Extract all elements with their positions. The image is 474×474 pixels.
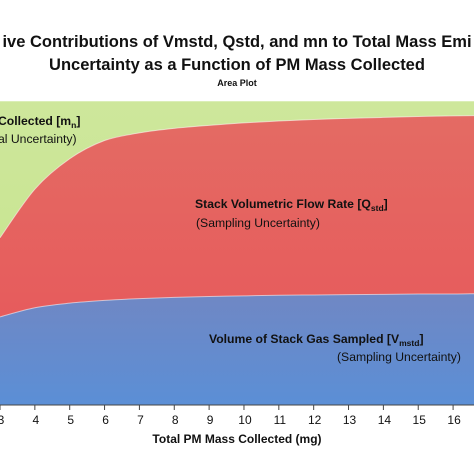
- area-series-group: [0, 100, 474, 405]
- x-tick-label: 13: [343, 413, 357, 427]
- x-tick-label: 5: [67, 413, 74, 427]
- series-label-2: Stack Volumetric Flow Rate [Qstd]: [195, 197, 388, 213]
- x-tick-label: 7: [137, 413, 144, 427]
- area-series-edge-2: [0, 115, 474, 239]
- x-tick-label: 3: [0, 413, 5, 427]
- x-tick-label: 6: [102, 413, 109, 427]
- x-axis: 3 4 5 6 7 8 9 10 11 12 13 14 15 16: [0, 404, 474, 427]
- area-series-edge-1: [0, 293, 474, 318]
- x-axis-title: Total PM Mass Collected (mg): [152, 432, 321, 446]
- x-tick-label: 12: [308, 413, 322, 427]
- x-tick-label: 10: [238, 413, 252, 427]
- x-tick-label: 16: [447, 413, 461, 427]
- series-label-1: Volume of Stack Gas Sampled [Vmstd]: [209, 332, 424, 348]
- series-labels-group: Volume of Stack Gas Sampled [Vmstd] (Samp…: [0, 114, 461, 364]
- x-tick-label: 15: [413, 413, 427, 427]
- series-note-3: al Uncertainty): [0, 132, 77, 146]
- chart-subtitle: Area Plot: [217, 78, 257, 88]
- chart-title-line-2: Uncertainty as a Function of PM Mass Col…: [49, 56, 425, 74]
- chart-title-line-1: ive Contributions of Vmstd, Qstd, and mn…: [2, 33, 471, 51]
- x-tick-label: 11: [274, 413, 287, 427]
- area-series-1: [0, 293, 474, 405]
- x-tick-label: 4: [33, 413, 40, 427]
- series-note-1: (Sampling Uncertainty): [337, 350, 461, 364]
- series-note-2: (Sampling Uncertainty): [196, 216, 320, 230]
- x-tick-label: 9: [207, 413, 214, 427]
- series-label-3: Collected [mn]: [0, 114, 80, 130]
- x-tick-label: 8: [172, 413, 179, 427]
- x-tick-label: 14: [378, 413, 392, 427]
